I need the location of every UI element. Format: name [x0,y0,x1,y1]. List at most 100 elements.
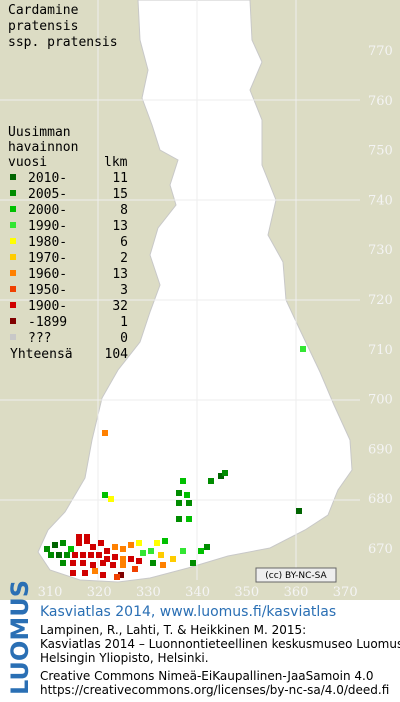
legend-count: 1 [120,315,128,330]
legend-count: 13 [112,219,128,234]
observation-square [140,550,146,556]
legend-heading: Uusimman [8,125,71,140]
y-label: 680 [368,492,393,507]
observation-square [296,508,302,514]
legend-count: 0 [120,331,128,346]
cc-badge [255,567,337,583]
y-label: 670 [368,542,393,557]
observation-square [208,478,214,484]
y-label: 730 [368,243,393,258]
legend-total-count: 104 [105,347,129,362]
footer-link: Kasviatlas 2014, www.luomus.fi/kasviatla… [40,604,336,620]
observation-square [80,560,86,566]
observation-square [114,574,120,580]
observation-square [160,562,166,568]
observation-square [48,552,54,558]
observation-square [110,562,116,568]
footer-citation: Kasviatlas 2014 – Luonnontieteellinen ke… [40,637,400,651]
legend-count: 32 [112,299,128,314]
legend-swatch [10,254,16,260]
legend-label: -1899 [28,315,67,330]
x-label: 320 [87,585,112,600]
legend-swatch [10,286,16,292]
observation-square [120,546,126,552]
observation-square [204,544,210,550]
observation-square [98,540,104,546]
legend-heading: havainnon [8,140,78,155]
legend-label: 2010- [28,171,67,186]
y-label: 710 [368,343,393,358]
observation-square [90,562,96,568]
observation-square [108,496,114,502]
title-line: Cardamine [8,3,79,18]
observation-square [102,430,108,436]
observation-square [44,546,50,552]
observation-square [176,516,182,522]
observation-square [82,570,88,576]
observation-square [60,560,66,566]
observation-square [70,570,76,576]
title-line: ssp. pratensis [8,35,118,50]
legend-swatch [10,222,16,228]
footer-background [0,600,400,702]
observation-square [80,552,86,558]
legend-count: 2 [120,251,128,266]
observation-square [132,566,138,572]
legend-label: 2005- [28,187,67,202]
observation-square [96,552,102,558]
legend-swatch [10,334,16,340]
footer-license: https://creativecommons.org/licenses/by-… [40,683,389,697]
observation-square [88,552,94,558]
observation-square [150,560,156,566]
cc-badge-text: (cc) BY-NC-SA [265,571,327,581]
observation-square [104,548,110,554]
legend-swatch [10,270,16,276]
legend-total-label: Yhteensä [10,347,73,362]
legend-label: 1990- [28,219,67,234]
legend-swatch [10,190,16,196]
legend-swatch [10,206,16,212]
observation-square [180,548,186,554]
observation-square [300,346,306,352]
observation-square [186,516,192,522]
legend-label: 2000- [28,203,67,218]
observation-square [84,534,90,540]
observation-square [186,500,192,506]
observation-square [76,540,82,546]
observation-square [136,558,142,564]
observation-square [92,568,98,574]
x-label: 370 [333,585,358,600]
legend-label: 1970- [28,251,67,266]
observation-square [180,478,186,484]
observation-square [222,470,228,476]
x-label: 360 [284,585,309,600]
legend-swatch [10,174,16,180]
observation-square [84,538,90,544]
observation-square [218,473,224,479]
x-label: 350 [234,585,259,600]
observation-square [90,544,96,550]
observation-square [118,572,124,578]
observation-square [76,534,82,540]
observation-square [60,540,66,546]
y-label: 690 [368,442,393,457]
observation-square [158,552,164,558]
observation-square [120,562,126,568]
legend-count: 8 [120,203,128,218]
observation-square [198,548,204,554]
observation-square [190,560,196,566]
y-label: 770 [368,44,393,59]
legend-swatch [10,302,16,308]
observation-square [70,560,76,566]
map-grid [0,0,360,580]
x-label: 330 [136,585,161,600]
observation-square [72,552,78,558]
legend-label: 1980- [28,235,67,250]
legend-label: 1960- [28,267,67,282]
observation-square [64,552,70,558]
observation-squares [44,346,306,580]
observation-square [68,546,74,552]
footer-citation: Helsingin Yliopisto, Helsinki. [40,651,209,665]
